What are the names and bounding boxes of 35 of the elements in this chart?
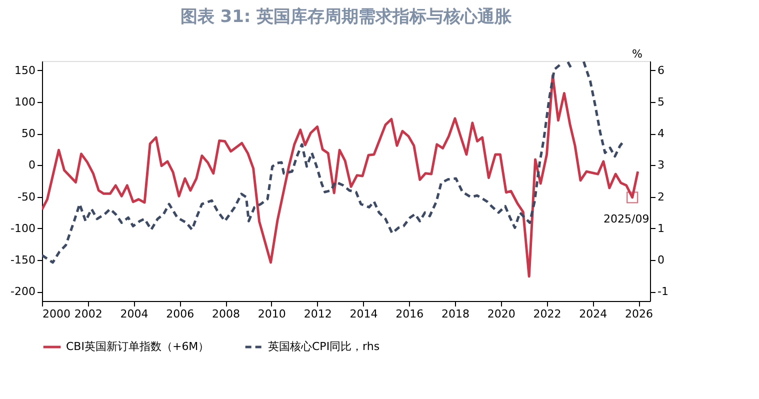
x-tick-label: 2006: [166, 308, 194, 320]
y-tick-label: 0: [28, 158, 36, 172]
y2-tick-label: 0: [658, 253, 664, 266]
y2-tick-label: 2: [658, 190, 664, 204]
x-tick-label: 2014: [350, 308, 378, 320]
y2-tick-label: 3: [658, 158, 664, 172]
legend-label: 英国核心CPI同比，rhs: [268, 340, 380, 353]
x-tick-label: 2004: [120, 308, 148, 320]
chart-title: 图表 31: 英国库存周期需求指标与核心通胀: [180, 7, 513, 27]
x-tick-label: 2016: [396, 308, 424, 320]
annotation: 2025/09: [603, 212, 650, 226]
y-tick-label: -200: [10, 285, 36, 298]
x-tick-label: 2012: [304, 308, 332, 320]
y-tick-label: -150: [10, 253, 36, 266]
y2-tick-label: 1: [658, 222, 664, 235]
y2-tick-label: -1: [658, 285, 668, 298]
y2-tick-label: 4: [658, 127, 664, 140]
y-tick-label: 150: [14, 64, 36, 77]
x-tick-label: 2026: [625, 308, 654, 320]
x-tick-label: 2000: [42, 308, 70, 320]
y-tick-label: -100: [10, 222, 36, 235]
y-tick-label: 50: [22, 127, 36, 140]
x-tick-label: 2018: [441, 308, 470, 320]
x-tick-label: 2010: [258, 308, 286, 320]
y-tick-label: 100: [14, 96, 36, 109]
y2-tick-label: 5: [658, 96, 664, 109]
x-tick-label: 2020: [487, 308, 516, 320]
legend-label: CBI英国新订单指数（+6M）: [66, 340, 210, 353]
x-tick-label: 2024: [579, 308, 608, 320]
y2-axis-title: %: [632, 48, 642, 60]
x-tick-label: 2008: [212, 308, 240, 320]
x-tick-label: 2002: [74, 308, 102, 320]
y-tick-label: -50: [18, 190, 36, 204]
x-tick-label: 2022: [533, 308, 562, 320]
y2-tick-label: 6: [658, 64, 664, 77]
